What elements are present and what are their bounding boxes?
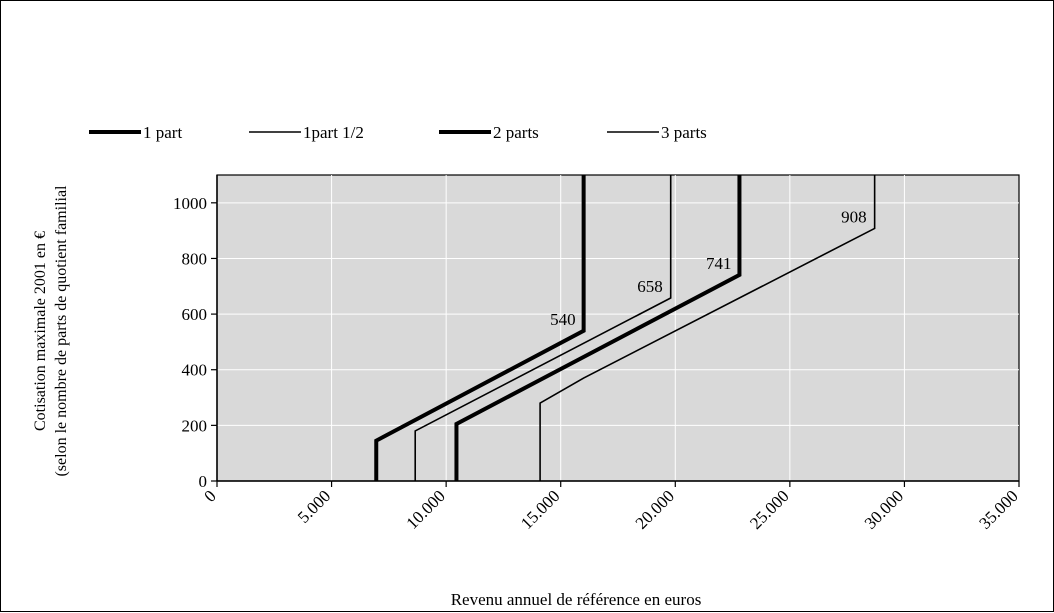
y-tick-label: 200 xyxy=(182,416,208,435)
x-tick-label: 10.000 xyxy=(402,486,448,532)
legend-label-1: 1 part xyxy=(143,123,182,142)
series-line-4 xyxy=(539,175,876,481)
series-layer xyxy=(374,175,876,481)
y-axis-subtitle: (selon le nombre de parts de quotient fa… xyxy=(53,185,70,477)
legend-label-2: 1part 1/2 xyxy=(303,123,364,142)
data-label: 908 xyxy=(841,207,867,226)
annotations: 540 658 741 908 xyxy=(550,207,867,328)
plot-area xyxy=(216,174,1020,482)
y-tick-label: 400 xyxy=(182,361,208,380)
series-line-3 xyxy=(454,175,742,481)
x-tick-label: 5.000 xyxy=(294,486,334,526)
series-line-2 xyxy=(414,175,672,481)
series-line-1 xyxy=(374,175,586,481)
data-label: 658 xyxy=(637,277,663,296)
legend: 1 part 1part 1/2 2 parts 3 parts xyxy=(89,123,707,142)
y-tick-label: 0 xyxy=(199,472,208,491)
axes xyxy=(216,175,1019,482)
y-tick-label: 1000 xyxy=(173,194,207,213)
legend-label-4: 3 parts xyxy=(661,123,707,142)
y-axis-title: Cotisation maximale 2001 en € xyxy=(32,231,49,431)
legend-label-3: 2 parts xyxy=(493,123,539,142)
data-label: 741 xyxy=(706,254,732,273)
x-tick-label: 30.000 xyxy=(861,486,907,532)
x-axis-title: Revenu annuel de référence en euros xyxy=(451,590,702,609)
y-tick-label: 600 xyxy=(182,305,208,324)
x-tick-label: 25.000 xyxy=(746,486,792,532)
x-tick-label: 20.000 xyxy=(632,486,678,532)
x-tick-label: 15.000 xyxy=(517,486,563,532)
x-tick-label: 0 xyxy=(200,486,219,505)
data-label: 540 xyxy=(550,310,576,329)
y-tick-label: 800 xyxy=(182,249,208,268)
x-tick-label: 35.000 xyxy=(975,486,1021,532)
grid xyxy=(217,175,1019,481)
